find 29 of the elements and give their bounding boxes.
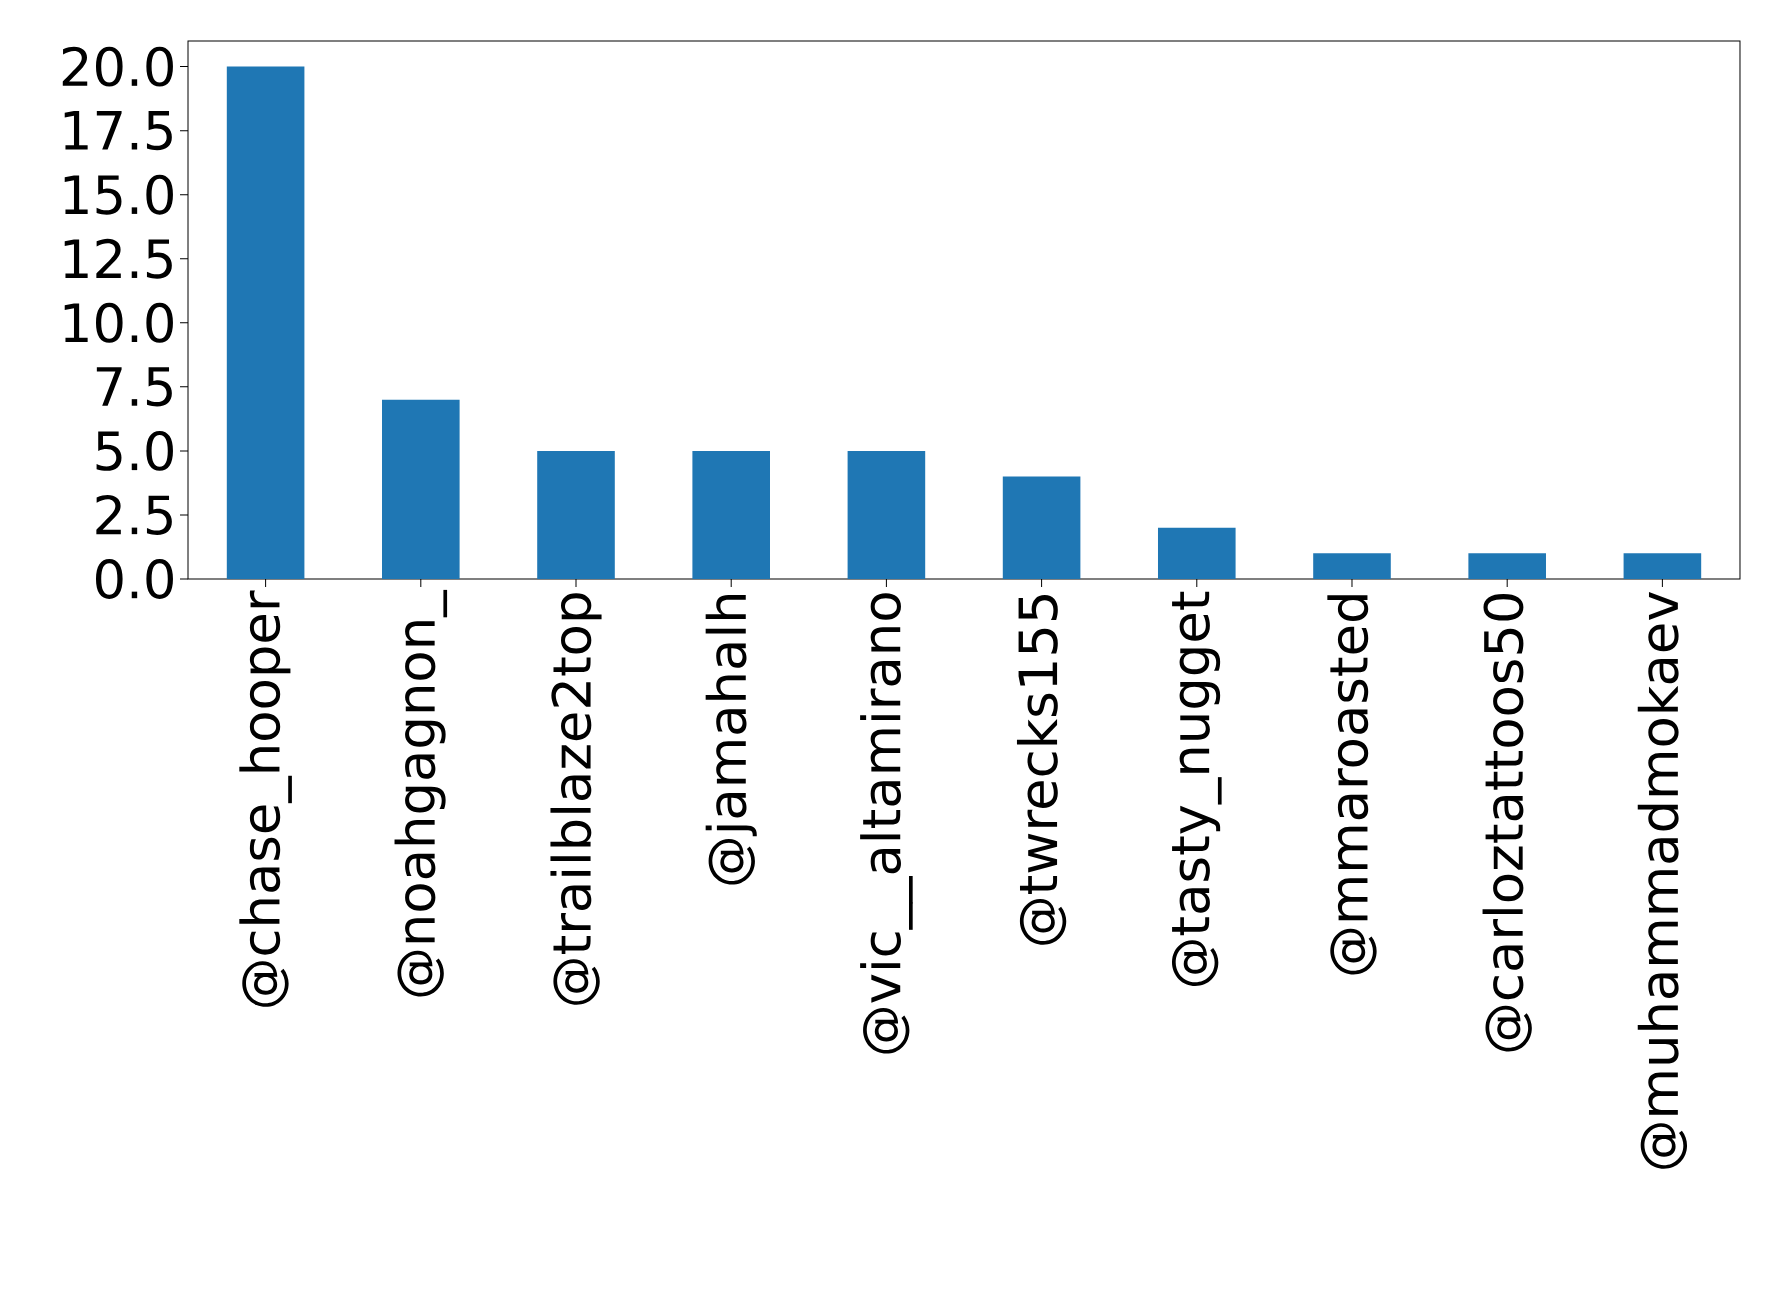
y-tick-label: 2.5 bbox=[96, 494, 172, 535]
x-tick-label: @twrecks155 bbox=[1016, 595, 1067, 945]
x-tick-label: @tasty_nugget bbox=[1171, 591, 1222, 986]
bar bbox=[1623, 553, 1702, 579]
y-tick-label: 7.5 bbox=[96, 367, 172, 407]
x-tick-label: @vic__altamirano bbox=[860, 593, 913, 1054]
bar bbox=[692, 450, 770, 579]
bar bbox=[226, 66, 305, 579]
y-tick-label: 10.0 bbox=[64, 302, 173, 343]
bar bbox=[1468, 553, 1546, 579]
bar bbox=[382, 399, 460, 579]
x-tick-label: @carloztattoos50 bbox=[1482, 593, 1532, 1052]
bar bbox=[847, 450, 926, 579]
x-tick-label: @mmaroasted bbox=[1327, 595, 1377, 975]
bar bbox=[1157, 527, 1236, 579]
y-tick-label: 12.5 bbox=[64, 238, 172, 279]
bar bbox=[1313, 553, 1391, 579]
x-tick-label: @muhammadmokaev bbox=[1637, 592, 1688, 1169]
x-tick-label: @jamahalh bbox=[705, 594, 757, 885]
y-tick-label: 0.0 bbox=[96, 559, 173, 599]
x-tick-label: @chase_hooper bbox=[239, 590, 292, 1007]
x-tick-label: @trailblaze2top bbox=[550, 593, 602, 1005]
y-tick-label: 20.0 bbox=[62, 46, 173, 87]
bar bbox=[537, 450, 615, 579]
x-tick-label: @noahgagnon_ bbox=[394, 589, 448, 997]
y-tick-label: 15.0 bbox=[64, 174, 173, 215]
y-tick-label: 5.0 bbox=[96, 430, 173, 471]
y-tick-label: 17.5 bbox=[64, 111, 172, 151]
bar bbox=[1002, 476, 1081, 579]
